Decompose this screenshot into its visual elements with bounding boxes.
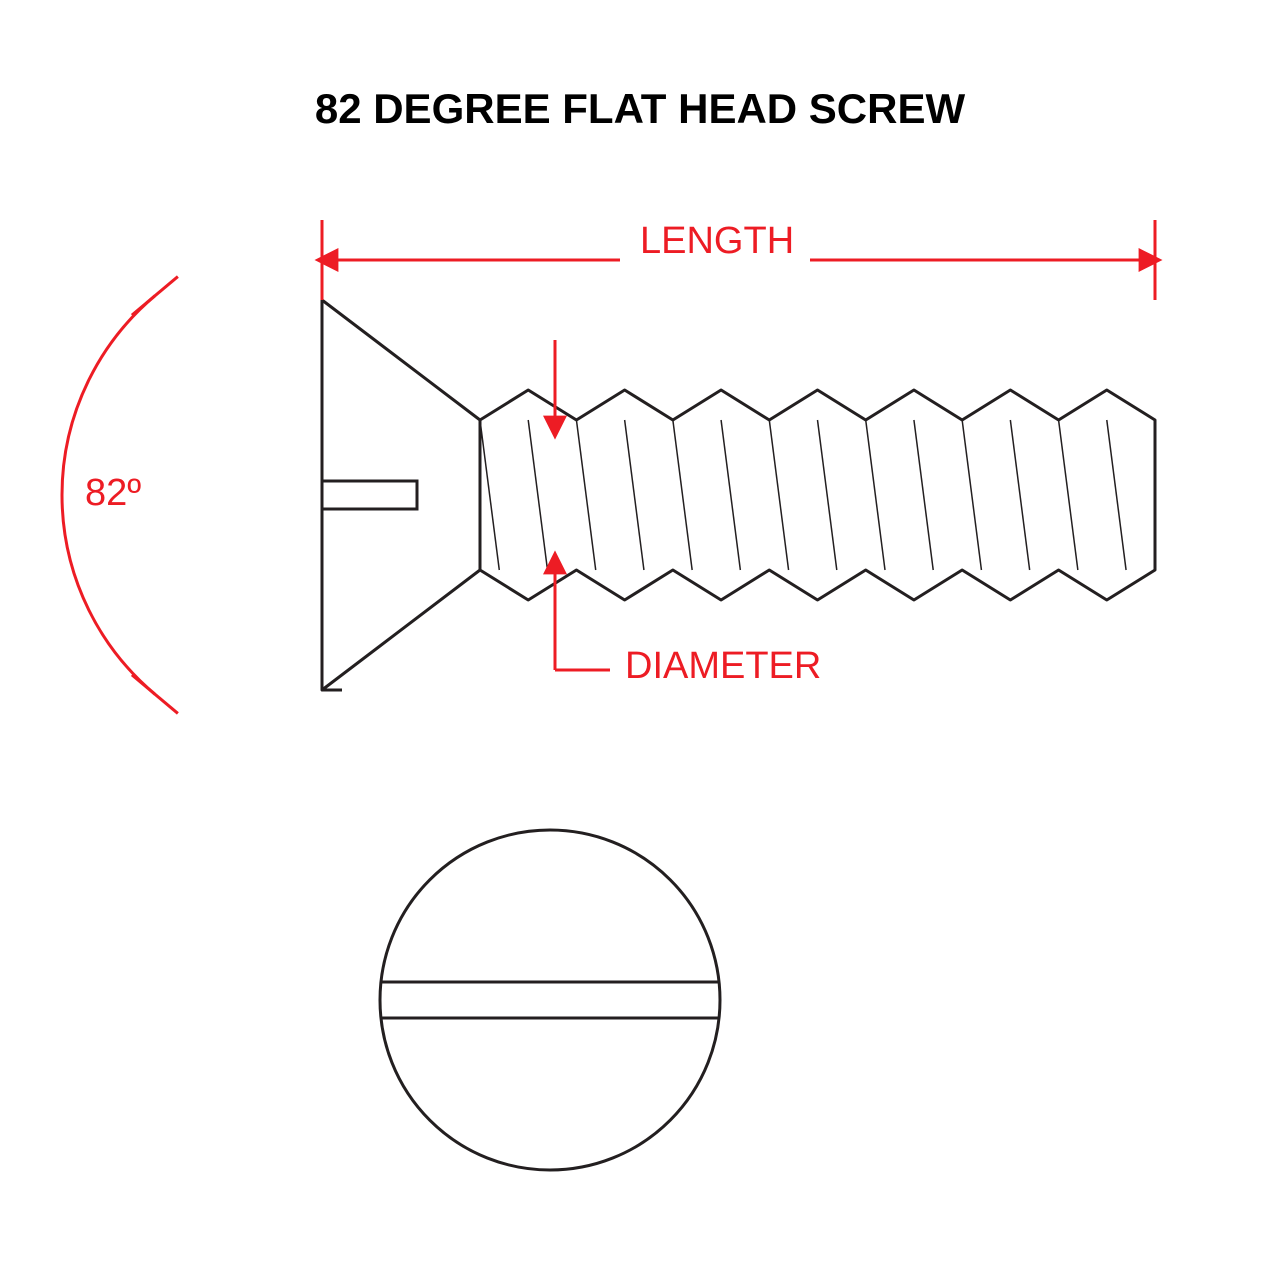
screw-diagram [0,0,1280,1280]
